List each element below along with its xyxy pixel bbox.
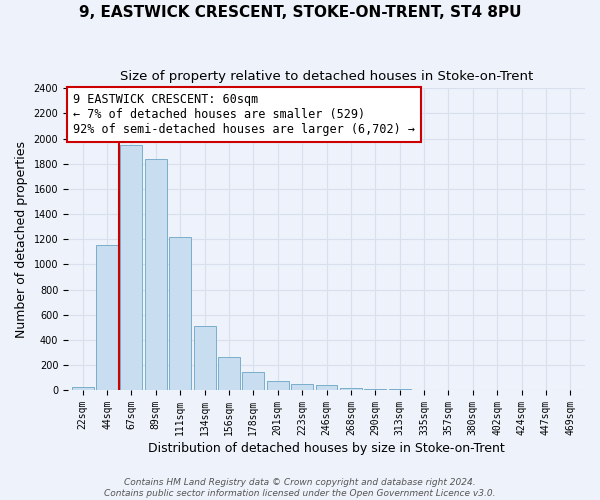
Bar: [340, 388, 362, 390]
Bar: [121, 145, 142, 390]
Text: 9 EASTWICK CRESCENT: 60sqm
← 7% of detached houses are smaller (529)
92% of semi: 9 EASTWICK CRESCENT: 60sqm ← 7% of detac…: [73, 93, 415, 136]
Bar: [145, 158, 167, 390]
Text: 9, EASTWICK CRESCENT, STOKE-ON-TRENT, ST4 8PU: 9, EASTWICK CRESCENT, STOKE-ON-TRENT, ST…: [79, 5, 521, 20]
Title: Size of property relative to detached houses in Stoke-on-Trent: Size of property relative to detached ho…: [120, 70, 533, 83]
Bar: [267, 380, 289, 390]
Bar: [316, 386, 337, 390]
Bar: [291, 384, 313, 390]
Bar: [218, 357, 240, 390]
Bar: [194, 326, 215, 390]
Bar: [364, 389, 386, 390]
Text: Contains HM Land Registry data © Crown copyright and database right 2024.
Contai: Contains HM Land Registry data © Crown c…: [104, 478, 496, 498]
Y-axis label: Number of detached properties: Number of detached properties: [15, 140, 28, 338]
Bar: [169, 236, 191, 390]
X-axis label: Distribution of detached houses by size in Stoke-on-Trent: Distribution of detached houses by size …: [148, 442, 505, 455]
Bar: [96, 246, 118, 390]
Bar: [242, 372, 265, 390]
Bar: [71, 387, 94, 390]
